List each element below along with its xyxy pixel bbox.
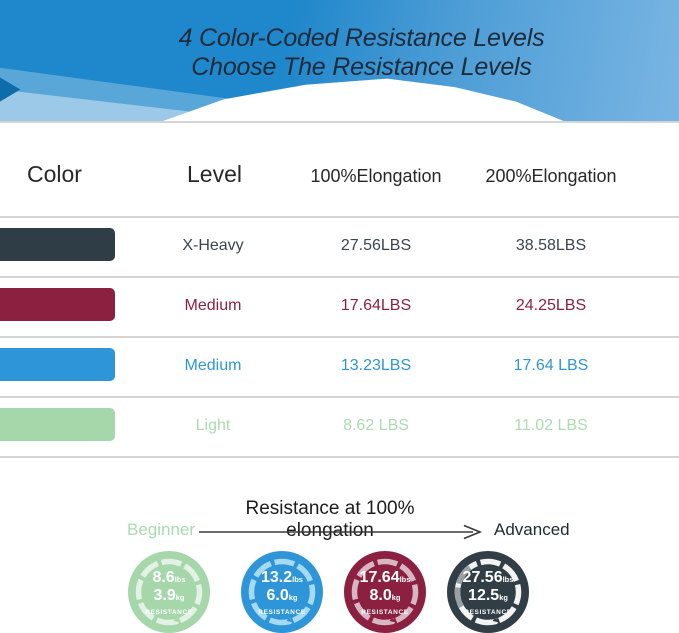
elongation-100-cell: 13.23LBS	[340, 357, 412, 374]
band-color-swatch	[0, 228, 115, 261]
beginner-label: Beginner	[127, 520, 196, 539]
banner-title-line2: Choose The Resistance Levels	[191, 53, 532, 81]
resistance-badge-medium-maroon: 17.64lbs 8.0kg RESISTANCE	[344, 551, 426, 633]
advanced-label: Advanced	[494, 520, 570, 539]
badge-label: RESISTANCE	[464, 609, 512, 616]
badge-kg-value: 8.0	[369, 587, 392, 604]
row-divider	[0, 456, 679, 458]
badge-kg-value: 6.0	[266, 587, 289, 604]
column-header-elongation-200: 200%Elongation	[485, 166, 617, 186]
elongation-200-cell: 11.02 LBS	[514, 417, 588, 434]
badge-label: RESISTANCE	[258, 609, 306, 616]
level-cell: Medium	[184, 297, 242, 314]
badge-lbs-unit: lbs	[292, 575, 303, 584]
level-cell: X-Heavy	[182, 237, 244, 254]
badge-lbs-unit: lbs	[399, 575, 411, 584]
badge-kg-unit: kg	[288, 593, 298, 602]
badge-label: RESISTANCE	[145, 609, 193, 616]
elongation-200-cell: 38.58LBS	[515, 237, 587, 254]
badge-kg-unit: kg	[175, 593, 185, 602]
column-header-elongation-100: 100%Elongation	[310, 166, 442, 186]
arrow-right-icon	[199, 524, 483, 540]
table-row: Medium 17.64LBS 24.25LBS	[0, 278, 679, 338]
elongation-200-cell: 24.25LBS	[515, 297, 587, 314]
band-color-swatch	[0, 288, 115, 321]
badge-label: RESISTANCE	[361, 609, 409, 616]
header-banner: 4 Color-Coded Resistance Levels Choose T…	[0, 0, 679, 121]
table-row: Light 8.62 LBS 11.02 LBS	[0, 398, 679, 458]
badge-lbs-value: 17.64	[359, 569, 400, 586]
level-cell: Light	[195, 417, 231, 434]
level-cell: Medium	[184, 357, 242, 374]
band-color-swatch	[0, 348, 115, 381]
banner-bottom-rule	[0, 121, 679, 123]
badge-lbs-value: 13.2	[261, 569, 293, 586]
row-divider	[0, 276, 679, 278]
resistance-badge-medium-blue: 13.2lbs 6.0kg RESISTANCE	[241, 551, 323, 633]
resistance-badge-x-heavy: 27.56lbs 12.5kg RESISTANCE	[447, 551, 529, 633]
banner-title-line1: 4 Color-Coded Resistance Levels	[178, 24, 545, 52]
row-divider	[0, 336, 679, 338]
badge-kg-value: 3.9	[153, 587, 176, 604]
elongation-100-cell: 27.56LBS	[340, 237, 412, 254]
table-row: Medium 13.23LBS 17.64 LBS	[0, 338, 679, 398]
legend-title: Resistance at 100% elongation	[245, 498, 415, 541]
badge-lbs-value: 27.56	[462, 569, 503, 586]
badge-lbs-unit: lbs	[502, 575, 514, 584]
band-color-swatch	[0, 408, 115, 441]
badge-kg-value: 12.5	[468, 587, 500, 604]
table-row: X-Heavy 27.56LBS 38.58LBS	[0, 218, 679, 278]
badge-kg-unit: kg	[391, 593, 401, 602]
column-header-level: Level	[187, 161, 242, 187]
elongation-200-cell: 17.64 LBS	[513, 357, 589, 374]
banner-title: 4 Color-Coded Resistance Levels Choose T…	[0, 24, 679, 82]
elongation-100-cell: 8.62 LBS	[343, 417, 409, 434]
row-divider	[0, 396, 679, 398]
badge-kg-unit: kg	[499, 593, 508, 602]
badge-lbs-unit: lbs	[174, 575, 186, 584]
resistance-badge-light: 8.6lbs 3.9kg RESISTANCE	[128, 551, 210, 633]
row-divider	[0, 216, 679, 218]
elongation-100-cell: 17.64LBS	[340, 297, 412, 314]
badge-lbs-value: 8.6	[152, 569, 175, 586]
column-header-color: Color	[27, 161, 82, 187]
